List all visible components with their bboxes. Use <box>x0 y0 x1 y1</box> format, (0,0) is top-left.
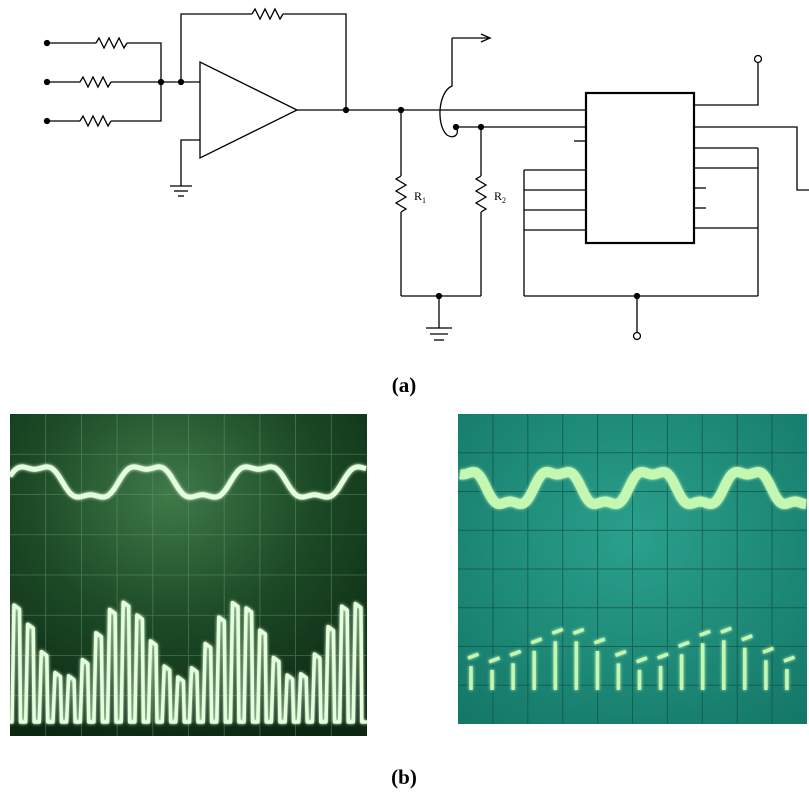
oscilloscope-right <box>457 414 809 724</box>
pulse-trace-left <box>10 600 367 724</box>
op-amp <box>199 60 299 160</box>
input-resistor-1 <box>95 36 128 50</box>
input-resistor-3 <box>79 114 112 128</box>
input-3 <box>43 82 162 128</box>
input-2 <box>43 75 161 89</box>
ground-symbol-main <box>426 327 452 341</box>
ground-symbol-opamp <box>170 185 192 197</box>
oscilloscope-left <box>7 414 367 736</box>
caption-b: (b) <box>391 765 417 789</box>
input-resistor-2 <box>79 75 112 89</box>
output-terminal-bottom <box>632 331 642 341</box>
feedback-wire <box>180 13 252 82</box>
pulse-trace-right <box>467 626 796 690</box>
r2-label: R2 <box>494 189 506 205</box>
resistor-r2 <box>474 175 488 213</box>
sine-trace-left <box>7 464 367 500</box>
circuit-diagram <box>43 7 809 341</box>
input-1 <box>43 36 162 82</box>
sine-trace-right <box>457 467 809 509</box>
resistor-r1 <box>394 175 408 213</box>
feedback-resistor <box>251 7 284 21</box>
r1-label: R1 <box>414 189 426 205</box>
output-terminal-top <box>753 54 763 64</box>
probe-loop <box>439 33 492 138</box>
caption-a: (a) <box>392 373 417 397</box>
ic-chip <box>584 91 696 245</box>
